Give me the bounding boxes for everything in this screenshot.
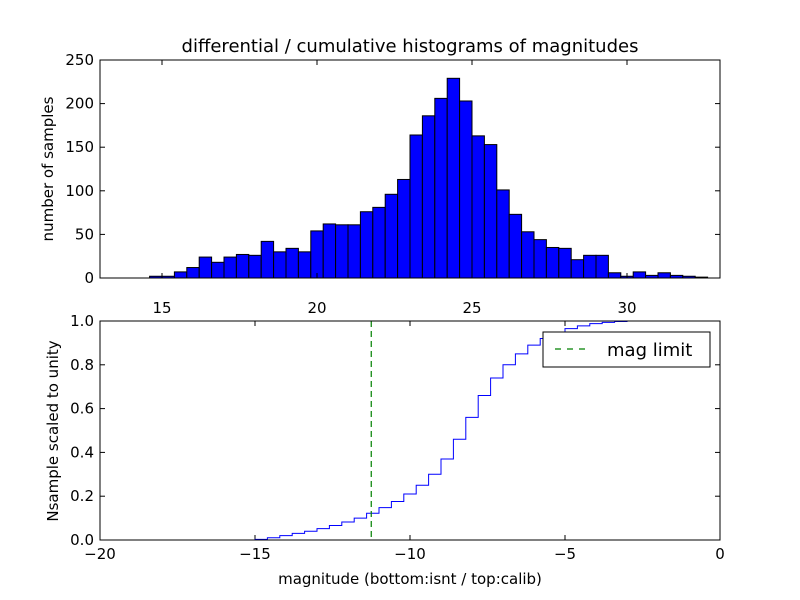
y-tick-label: 0.2 [70,487,94,505]
histogram-bar [533,239,547,279]
histogram-bar [508,213,523,279]
histogram-bar [558,247,572,279]
y-tick-label: 1.0 [70,312,94,330]
bottom-plot-frame [99,320,721,541]
y-tick-label: 0.4 [70,443,94,461]
histogram-bar [595,254,609,279]
histogram-bar [260,240,275,279]
bottom-x-axis-label: magnitude (bottom:isnt / top:calib) [278,570,542,588]
y-tick-label: 200 [65,95,94,113]
top-histogram-bars [149,77,709,279]
y-tick-label: 0.6 [70,400,94,418]
histogram-bar [397,178,411,279]
x-tick-label: 20 [307,299,326,317]
histogram-bar [421,115,436,279]
x-tick-label: 30 [617,299,636,317]
y-tick-label: 0.0 [70,531,94,549]
x-tick-label: −15 [239,545,271,563]
histogram-bar [322,223,337,279]
histogram-bar [285,247,299,279]
histogram-bar [347,224,361,279]
x-tick-label: −5 [554,545,576,563]
histogram-bar [297,251,312,279]
histogram-bar [409,134,423,279]
histogram-bar [545,246,560,279]
x-tick-label: −20 [84,545,116,563]
histogram-bar [273,251,287,279]
histogram-bar [223,256,237,279]
histogram-bar [483,144,498,279]
histogram-bar [198,256,213,279]
cumulative-step-line [100,320,721,541]
y-tick-label: 100 [65,182,94,200]
histogram-bar [372,206,386,279]
x-tick-label: 25 [462,299,481,317]
top-y-axis-label: number of samples [39,96,57,241]
y-tick-label: 0.8 [70,356,94,374]
top-plot-frame [99,59,721,279]
y-tick-label: 50 [75,225,94,243]
histogram-bar [607,272,622,279]
histogram-bar [235,253,250,279]
histogram-bar [173,271,188,279]
x-tick-label: 15 [152,299,171,317]
x-tick-label: −10 [394,545,426,563]
histogram-bar [459,100,473,279]
histogram-bar [521,231,535,279]
y-tick-label: 150 [65,138,94,156]
histogram-bar [186,267,200,279]
y-tick-label: 0 [84,269,94,287]
legend-label: mag limit [607,340,692,361]
histogram-bar [446,77,461,279]
legend: mag limit [542,331,711,368]
histogram-bar [310,230,324,279]
histogram-bar [496,189,510,279]
histogram-bar [471,135,485,279]
bottom-y-axis-label: Nsample scaled to unity [44,340,62,521]
histogram-bar [211,261,225,279]
histogram-bar [434,97,448,279]
x-tick-label: 0 [715,545,725,563]
top-chart-title: differential / cumulative histograms of … [182,36,639,57]
histogram-bar [384,193,399,279]
histogram-bar [632,271,647,279]
bottom-cumulative-panel: 0.0 0.2 0.4 0.6 0.8 1.0 −20 −15 −10 −5 0 mag limit… [44,312,725,588]
histogram-bar [248,254,262,279]
y-tick-label: 250 [65,51,94,69]
histogram-bar [570,259,585,279]
top-histogram-panel: differential / cumulative histograms of … [39,36,721,317]
histogram-bar [335,224,349,279]
histogram-bar [657,272,671,279]
histogram-bar [359,211,374,279]
histogram-bar [583,254,597,279]
